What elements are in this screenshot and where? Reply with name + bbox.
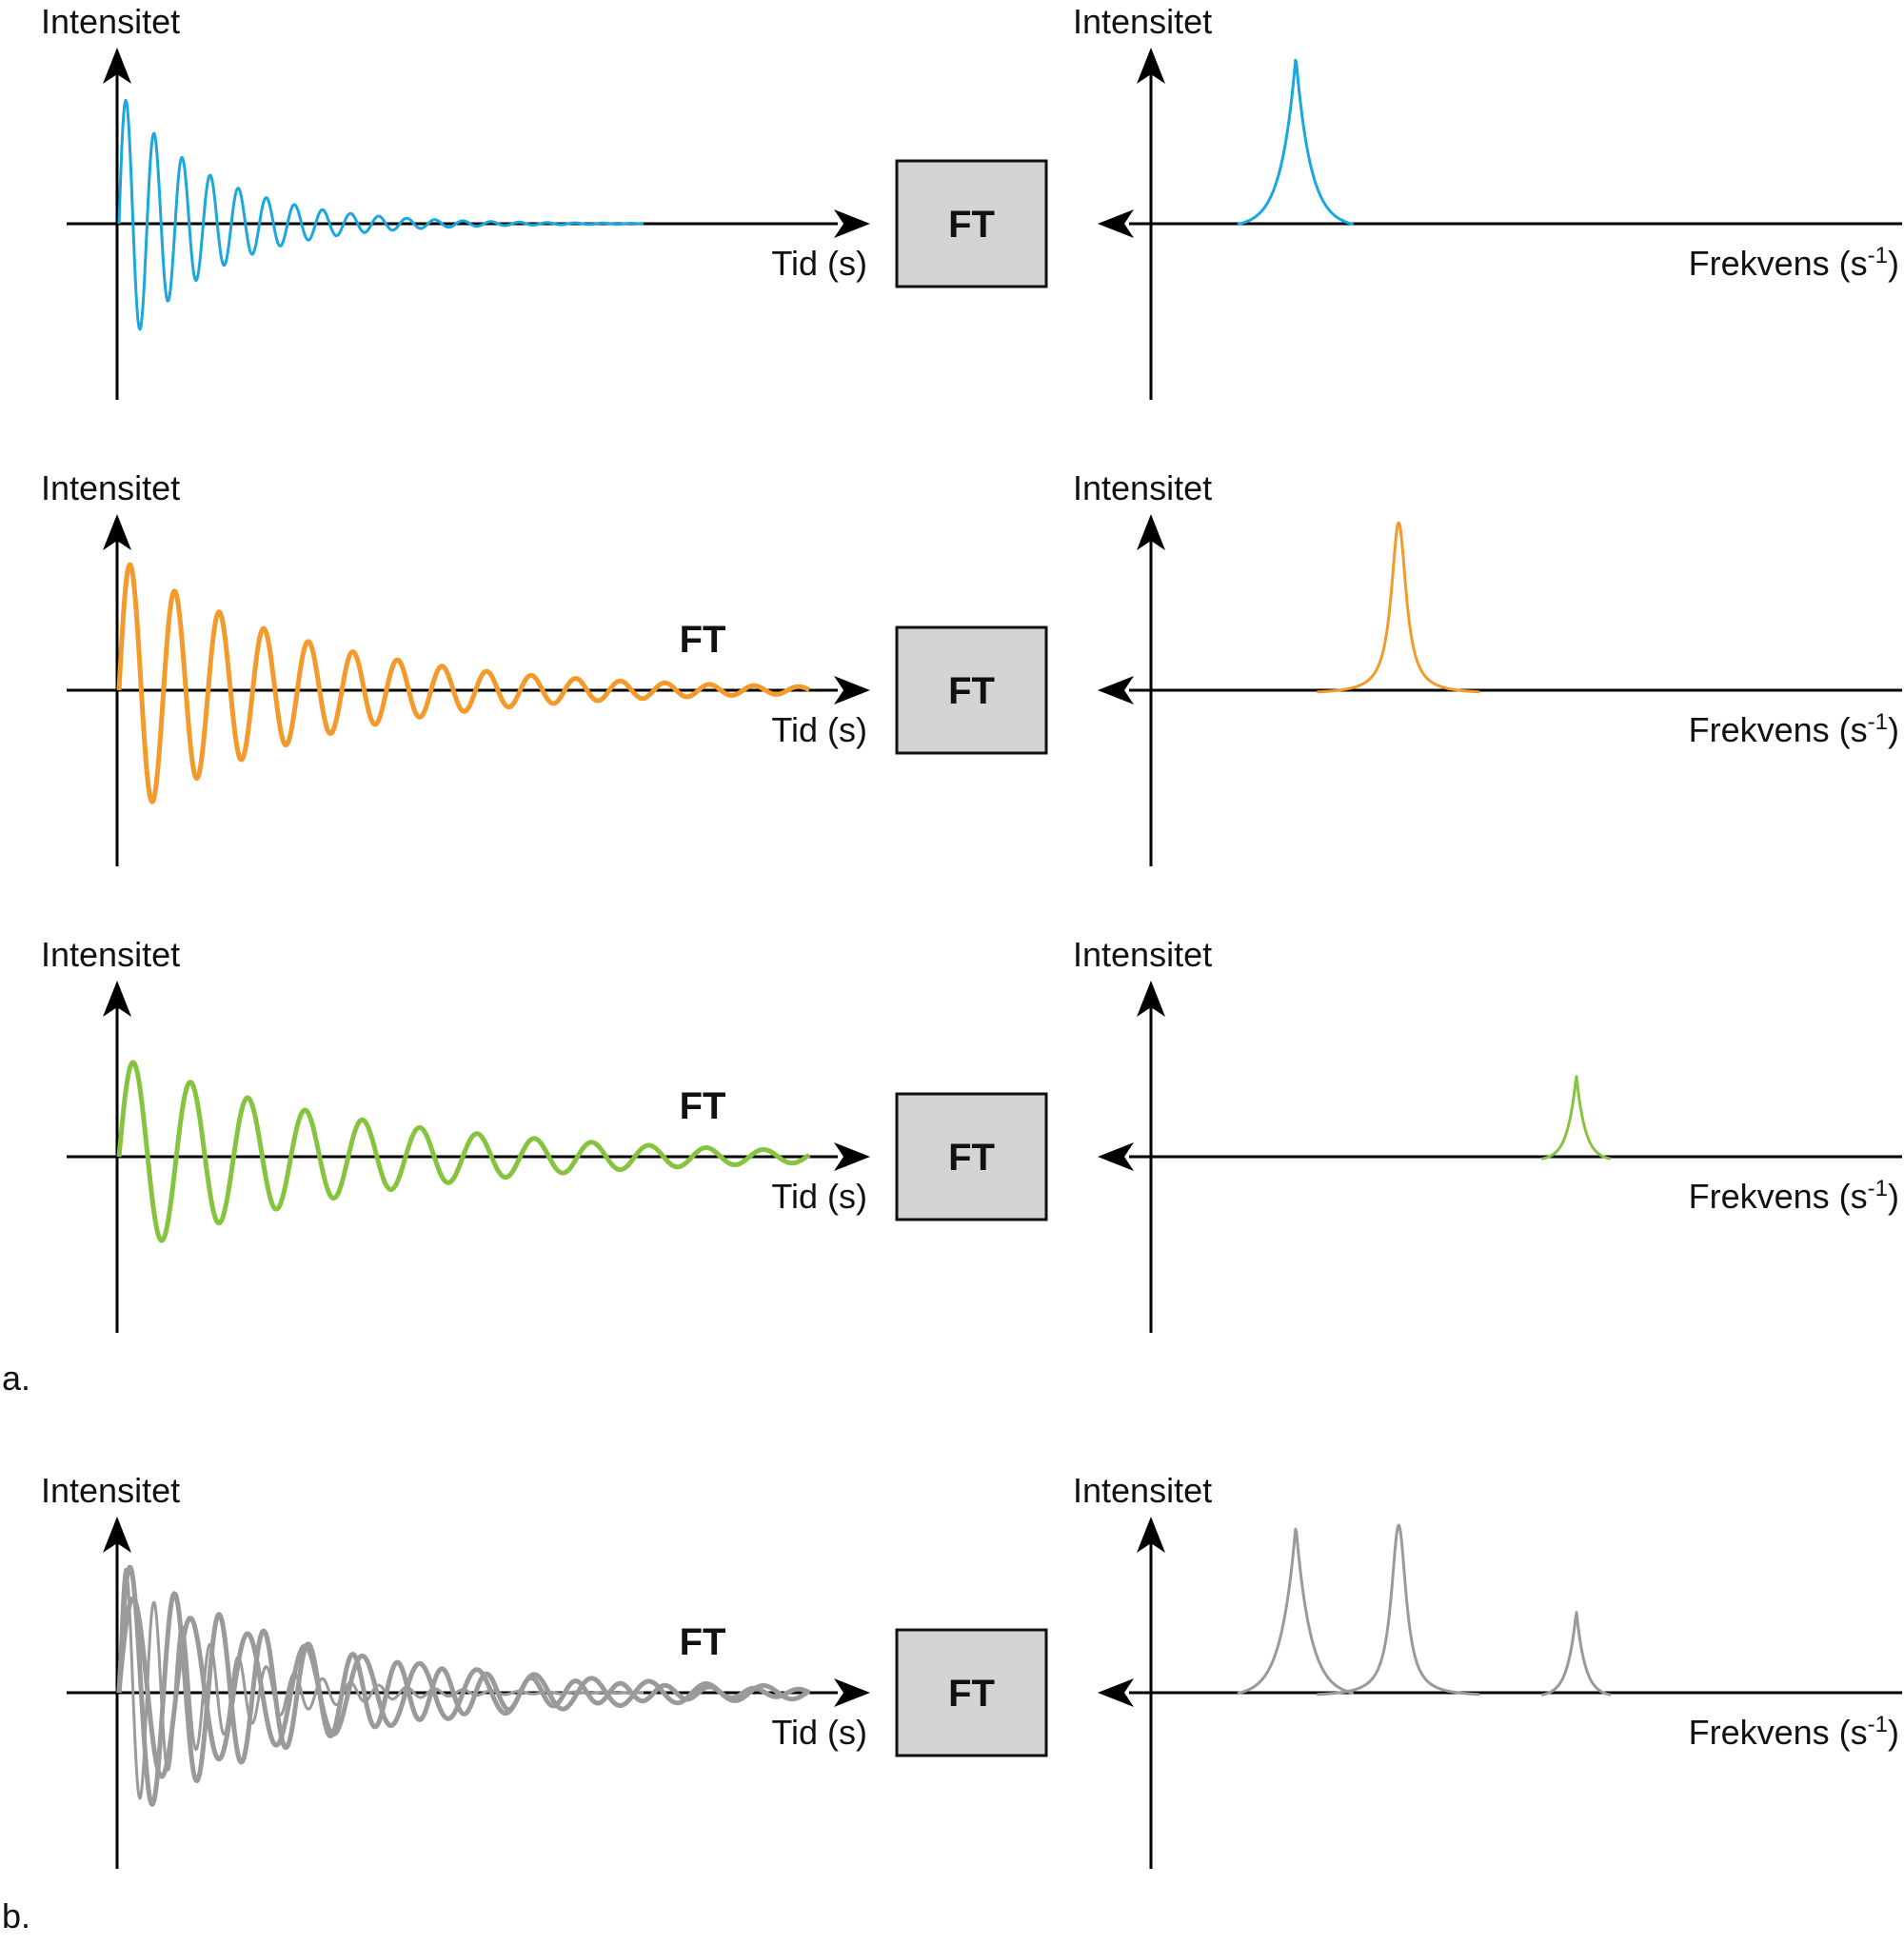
time-signals — [117, 98, 645, 331]
time-x-label: Tid (s) — [771, 1713, 867, 1752]
freq-axes: Intensitet Frekvens (s-1) — [1073, 935, 1902, 1333]
freq-x-arrow — [1098, 1678, 1134, 1707]
ft-box-label: FT — [948, 670, 995, 712]
fid-signal-3 — [116, 1596, 811, 1779]
diagram-row-4: Intensitet Tid (s) FT FT Intensitet Frekvens … — [41, 1471, 1902, 1869]
panel-label-b: b. — [2, 1896, 30, 1935]
time-signals — [116, 1060, 811, 1243]
time-y-arrow — [103, 48, 131, 84]
fid-signal-1 — [116, 1060, 811, 1243]
time-x-arrow — [834, 209, 870, 238]
ft-float-label: FT — [680, 1621, 726, 1663]
freq-axes: Intensitet Frekvens (s-1) — [1073, 2, 1902, 400]
time-axes: Intensitet Tid (s) FT — [41, 1471, 870, 1869]
freq-x-label: Frekvens (s-1) — [1689, 709, 1899, 750]
freq-x-label: Frekvens (s-1) — [1689, 1176, 1899, 1217]
spectrum-peak-3 — [1540, 1611, 1612, 1697]
fid-signal-1 — [116, 562, 811, 804]
freq-x-label: Frekvens (s-1) — [1689, 1712, 1899, 1753]
time-x-arrow — [834, 676, 870, 705]
freq-peaks — [1237, 58, 1355, 227]
freq-axes: Intensitet Frekvens (s-1) — [1073, 1471, 1902, 1869]
time-x-label: Tid (s) — [771, 244, 867, 283]
time-axes: Intensitet Tid (s) FT — [41, 468, 870, 866]
ft-box: FT — [895, 1628, 1048, 1757]
ft-float-label: FT — [680, 1085, 726, 1127]
time-x-arrow — [834, 1678, 870, 1707]
diagram-row-1: Intensitet Tid (s) FT Intensitet Frekvens (s… — [41, 2, 1902, 400]
freq-y-label: Intensitet — [1073, 2, 1212, 41]
ft-box-rect — [895, 625, 1048, 755]
freq-y-arrow — [1137, 48, 1165, 84]
time-x-label: Tid (s) — [771, 710, 867, 749]
ft-float-label: FT — [680, 619, 726, 661]
spectrum-peak-1 — [1237, 1527, 1355, 1696]
ft-box-rect — [895, 1092, 1048, 1221]
ft-box-label: FT — [948, 204, 995, 246]
freq-x-arrow — [1098, 209, 1134, 238]
panel-label-a: a. — [2, 1359, 30, 1398]
time-axes: Intensitet Tid (s) — [41, 2, 870, 400]
time-y-arrow — [103, 1517, 131, 1553]
freq-y-arrow — [1137, 981, 1165, 1017]
diagram-row-2: Intensitet Tid (s) FT FT Intensitet Frekvens … — [41, 468, 1902, 866]
time-y-label: Intensitet — [41, 2, 180, 41]
time-y-label: Intensitet — [41, 468, 180, 507]
freq-axes: Intensitet Frekvens (s-1) — [1073, 468, 1902, 866]
diagram-row-3: Intensitet Tid (s) FT FT Intensitet Frekvens … — [41, 935, 1902, 1333]
freq-x-arrow — [1098, 1142, 1134, 1171]
time-y-label: Intensitet — [41, 1471, 180, 1510]
freq-x-label: Frekvens (s-1) — [1689, 243, 1899, 284]
freq-peaks — [1540, 1075, 1612, 1161]
fid-signal-1 — [117, 1567, 645, 1800]
diagram-rows: Intensitet Tid (s) FT Intensitet Frekvens (s… — [41, 2, 1902, 1869]
freq-y-label: Intensitet — [1073, 468, 1212, 507]
time-x-label: Tid (s) — [771, 1177, 867, 1216]
ft-box-label: FT — [948, 1137, 995, 1179]
time-x-arrow — [834, 1142, 870, 1171]
freq-y-arrow — [1137, 514, 1165, 550]
freq-y-label: Intensitet — [1073, 1471, 1212, 1510]
ft-box: FT — [895, 625, 1048, 755]
time-y-label: Intensitet — [41, 935, 180, 974]
time-y-arrow — [103, 514, 131, 550]
spectrum-peak-2 — [1316, 1523, 1480, 1697]
spectrum-peak-1 — [1540, 1075, 1612, 1161]
spectrum-peak-1 — [1316, 521, 1480, 694]
freq-peaks — [1316, 521, 1480, 694]
ft-box: FT — [895, 1092, 1048, 1221]
freq-peaks — [1237, 1523, 1612, 1697]
time-axes: Intensitet Tid (s) FT — [41, 935, 870, 1333]
time-signals — [116, 562, 811, 804]
spectrum-peak-1 — [1237, 58, 1355, 227]
ft-box: FT — [895, 159, 1048, 288]
ft-box-label: FT — [948, 1673, 995, 1715]
fid-signal-2 — [116, 1564, 811, 1807]
ft-box-rect — [895, 1628, 1048, 1757]
time-signals — [116, 1564, 811, 1807]
fid-signal-1 — [117, 98, 645, 331]
freq-x-arrow — [1098, 676, 1134, 705]
ft-box-rect — [895, 159, 1048, 288]
time-y-arrow — [103, 981, 131, 1017]
freq-y-label: Intensitet — [1073, 935, 1212, 974]
freq-y-arrow — [1137, 1517, 1165, 1553]
